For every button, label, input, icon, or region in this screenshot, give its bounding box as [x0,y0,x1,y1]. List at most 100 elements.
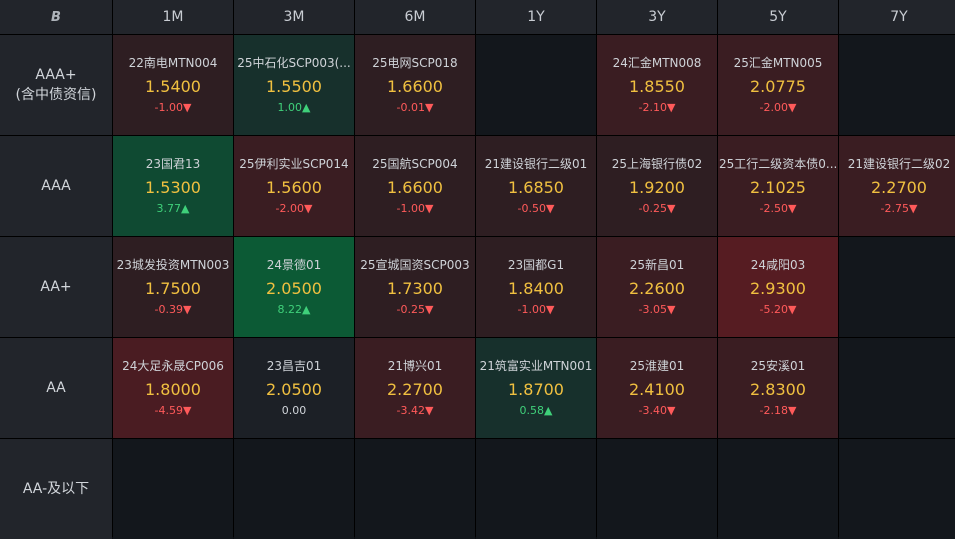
bond-card[interactable]: 24景德01 2.0500 8.22▲ [235,239,353,335]
bond-change: -0.50▼ [517,202,555,215]
bond-card[interactable]: 25汇金MTN005 2.0775 -2.00▼ [719,37,837,133]
bond-cell[interactable]: 21建设银行二级01 1.6850 -0.50▼ [476,136,596,236]
bond-change: -0.25▼ [396,303,434,316]
empty-cell [476,439,596,539]
bond-name: 24大足永晟CP006 [122,359,224,373]
bond-card[interactable]: 24汇金MTN008 1.8550 -2.10▼ [598,37,716,133]
bond-name: 25上海银行债02 [611,157,703,171]
rating-label: AA [46,380,66,396]
bond-change: 1.00▲ [277,101,311,114]
bond-card[interactable]: 23国君13 1.5300 3.77▲ [114,138,232,234]
bond-cell[interactable]: 25工行二级资本债0... 2.1025 -2.50▼ [718,136,838,236]
row-header[interactable]: AA [0,338,112,438]
bond-yield: 2.0500 [266,380,322,399]
empty-cell [234,439,354,539]
bond-card[interactable]: 23城发投资MTN003 1.7500 -0.39▼ [114,239,232,335]
bond-cell[interactable]: 24景德01 2.0500 8.22▲ [234,237,354,337]
bond-card[interactable]: 21建设银行二级02 2.2700 -2.75▼ [840,138,955,234]
bond-cell[interactable]: 24汇金MTN008 1.8550 -2.10▼ [597,35,717,135]
bond-cell[interactable]: 23国都G1 1.8400 -1.00▼ [476,237,596,337]
empty-cell [113,439,233,539]
row-header[interactable]: AAA+ (含中债资信) [0,35,112,135]
bond-change: -2.18▼ [759,404,797,417]
bond-name: 24汇金MTN008 [612,56,702,70]
bond-yield: 1.5300 [145,178,201,197]
bond-name: 25宣城国资SCP003 [360,258,470,272]
bond-card[interactable]: 25工行二级资本债0... 2.1025 -2.50▼ [719,138,837,234]
bond-yield: 1.9200 [629,178,685,197]
bond-change: -1.00▼ [154,101,192,114]
bond-cell[interactable]: 23城发投资MTN003 1.7500 -0.39▼ [113,237,233,337]
row-header[interactable]: AA+ [0,237,112,337]
bond-yield: 2.2700 [387,380,443,399]
bond-change: 0.00 [281,404,307,417]
empty-cell [597,439,717,539]
column-header-3y[interactable]: 3Y [597,0,717,34]
bond-cell[interactable]: 25中石化SCP003(... 1.5500 1.00▲ [234,35,354,135]
bond-change: -4.59▼ [154,404,192,417]
bond-cell[interactable]: 21筑富实业MTN001 1.8700 0.58▲ [476,338,596,438]
bond-name: 25电网SCP018 [372,56,458,70]
bond-card[interactable]: 25新昌01 2.2600 -3.05▼ [598,239,716,335]
column-header-5y[interactable]: 5Y [718,0,838,34]
bond-name: 23国都G1 [507,258,565,272]
bond-change: -0.39▼ [154,303,192,316]
empty-cell [718,439,838,539]
bond-card[interactable]: 24大足永晟CP006 1.8000 -4.59▼ [114,340,232,436]
bond-yield: 2.0775 [750,77,806,96]
bond-name: 25汇金MTN005 [733,56,823,70]
column-header-3m[interactable]: 3M [234,0,354,34]
rating-label: AA+ [40,279,72,295]
bond-change: 0.58▲ [519,404,553,417]
row-header[interactable]: AA-及以下 [0,439,112,539]
bond-cell[interactable]: 25汇金MTN005 2.0775 -2.00▼ [718,35,838,135]
bond-cell[interactable]: 25上海银行债02 1.9200 -0.25▼ [597,136,717,236]
bond-cell[interactable]: 25安溪01 2.8300 -2.18▼ [718,338,838,438]
bond-card[interactable]: 25淮建01 2.4100 -3.40▼ [598,340,716,436]
column-header-1y[interactable]: 1Y [476,0,596,34]
bond-name: 25中石化SCP003(... [237,56,351,70]
bond-cell[interactable]: 24大足永晟CP006 1.8000 -4.59▼ [113,338,233,438]
column-header-7y[interactable]: 7Y [839,0,955,34]
bond-cell[interactable]: 25电网SCP018 1.6600 -0.01▼ [355,35,475,135]
bond-card[interactable]: 21筑富实业MTN001 1.8700 0.58▲ [477,340,595,436]
column-header-1m[interactable]: 1M [113,0,233,34]
bond-card[interactable]: 25安溪01 2.8300 -2.18▼ [719,340,837,436]
bond-cell[interactable]: 25新昌01 2.2600 -3.05▼ [597,237,717,337]
bond-card[interactable]: 23昌吉01 2.0500 0.00 [235,340,353,436]
bond-yield: 1.7500 [145,279,201,298]
bond-cell[interactable]: 21建设银行二级02 2.2700 -2.75▼ [839,136,955,236]
bond-card[interactable]: 25中石化SCP003(... 1.5500 1.00▲ [235,37,353,133]
bond-change: -1.00▼ [517,303,555,316]
bond-cell[interactable]: 25国航SCP004 1.6600 -1.00▼ [355,136,475,236]
bond-name: 23城发投资MTN003 [116,258,230,272]
bond-change: -2.75▼ [880,202,918,215]
column-header-6m[interactable]: 6M [355,0,475,34]
bond-cell[interactable]: 24咸阳03 2.9300 -5.20▼ [718,237,838,337]
bond-card[interactable]: 25上海银行债02 1.9200 -0.25▼ [598,138,716,234]
bond-cell[interactable]: 23国君13 1.5300 3.77▲ [113,136,233,236]
bond-cell[interactable]: 23昌吉01 2.0500 0.00 [234,338,354,438]
bond-card[interactable]: 25电网SCP018 1.6600 -0.01▼ [356,37,474,133]
logo-cell: B [0,0,112,34]
bond-cell[interactable]: 25伊利实业SCP014 1.5600 -2.00▼ [234,136,354,236]
bond-change: -2.50▼ [759,202,797,215]
bond-change: -0.25▼ [638,202,676,215]
bond-name: 25国航SCP004 [372,157,458,171]
bond-card[interactable]: 22南电MTN004 1.5400 -1.00▼ [114,37,232,133]
bond-card[interactable]: 25伊利实业SCP014 1.5600 -2.00▼ [235,138,353,234]
row-header[interactable]: AAA [0,136,112,236]
bond-cell[interactable]: 25宣城国资SCP003 1.7300 -0.25▼ [355,237,475,337]
bond-card[interactable]: 25宣城国资SCP003 1.7300 -0.25▼ [356,239,474,335]
bond-name: 25淮建01 [629,359,685,373]
bond-card[interactable]: 25国航SCP004 1.6600 -1.00▼ [356,138,474,234]
bond-name: 24咸阳03 [750,258,806,272]
bond-cell[interactable]: 25淮建01 2.4100 -3.40▼ [597,338,717,438]
bond-card[interactable]: 21博兴01 2.2700 -3.42▼ [356,340,474,436]
bond-cell[interactable]: 22南电MTN004 1.5400 -1.00▼ [113,35,233,135]
bond-card[interactable]: 23国都G1 1.8400 -1.00▼ [477,239,595,335]
bond-card[interactable]: 24咸阳03 2.9300 -5.20▼ [719,239,837,335]
bond-cell[interactable]: 21博兴01 2.2700 -3.42▼ [355,338,475,438]
bond-card[interactable]: 21建设银行二级01 1.6850 -0.50▼ [477,138,595,234]
empty-cell [839,338,955,438]
